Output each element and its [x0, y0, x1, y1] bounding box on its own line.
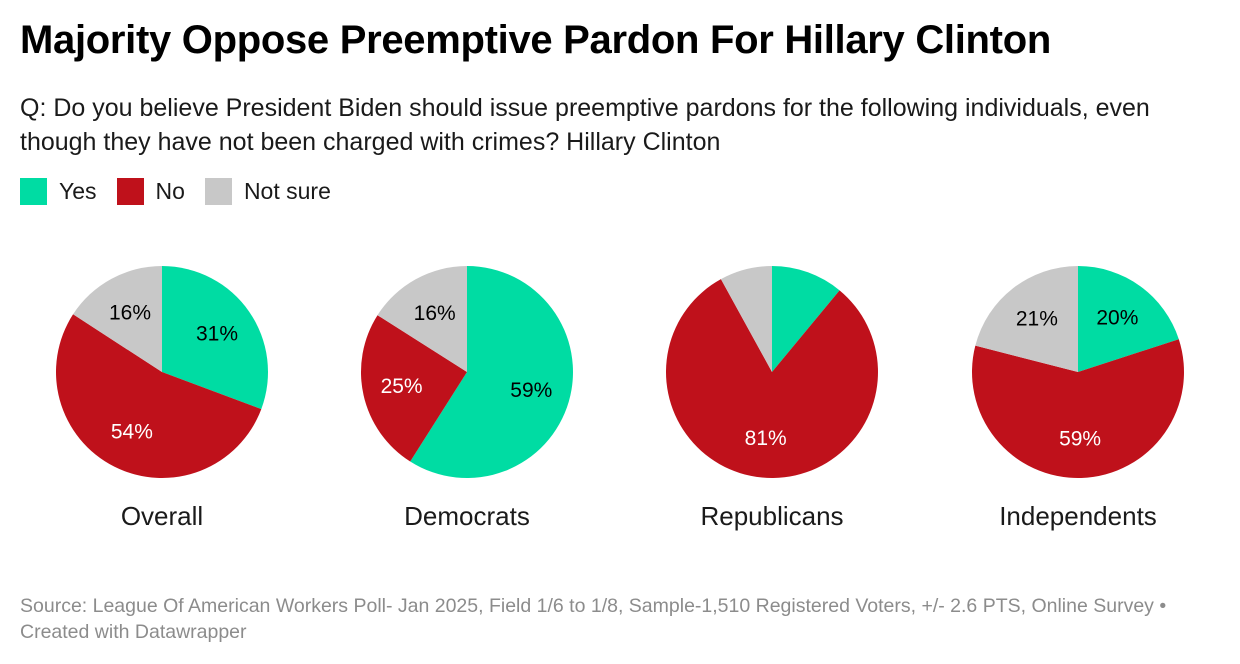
slice-label-independents-yes: 20%	[1096, 306, 1138, 329]
group-label-overall: Overall	[121, 501, 203, 531]
slice-independents-no	[971, 339, 1184, 479]
pie-republicans: 81% Republicans	[665, 266, 878, 531]
slice-republicans-not-sure	[720, 266, 772, 372]
slice-democrats-yes	[410, 266, 573, 478]
source-note: Source: League Of American Workers Poll-…	[20, 595, 1167, 643]
slice-label-overall-no: 54%	[111, 420, 153, 443]
legend-swatch-not-sure	[204, 178, 232, 205]
slice-label-independents-not-sure: 21%	[1016, 308, 1058, 331]
group-label-democrats: Democrats	[404, 501, 530, 531]
legend-swatch-yes	[20, 178, 47, 205]
pie-independents: 20% 59% 21% Independents	[971, 266, 1184, 531]
group-label-independents: Independents	[999, 501, 1157, 531]
pie-charts: 31% 54% 16% Overall 59% 25% 16% Democrats 81% Rep…	[56, 266, 1184, 531]
slice-independents-not-sure	[975, 266, 1078, 372]
slice-label-independents-no: 59%	[1059, 428, 1101, 451]
slice-republicans-yes	[772, 266, 840, 372]
chart-title: Majority Oppose Preemptive Pardon For Hi…	[20, 18, 1051, 62]
pie-democrats: 59% 25% 16% Democrats	[360, 266, 573, 531]
legend-label-not-sure: Not sure	[243, 178, 331, 204]
slice-democrats-not-sure	[377, 266, 467, 372]
group-label-republicans: Republicans	[700, 501, 843, 531]
slice-overall-not-sure	[73, 266, 162, 372]
legend-item-yes: Yes	[20, 178, 97, 205]
legend-item-no: No	[116, 178, 185, 205]
slice-label-republicans-no: 81%	[745, 427, 787, 450]
legend: Yes No Not sure	[20, 178, 351, 205]
slice-republicans-no	[665, 279, 878, 478]
legend-swatch-no	[116, 178, 144, 205]
slice-democrats-no	[360, 315, 467, 462]
chart-subtitle: Q: Do you believe President Biden should…	[20, 94, 1150, 156]
slice-label-democrats-not-sure: 16%	[414, 302, 456, 325]
slice-label-overall-not-sure: 16%	[109, 302, 151, 325]
slice-independents-yes	[1078, 266, 1179, 372]
slice-label-democrats-yes: 59%	[510, 379, 552, 402]
slice-label-democrats-no: 25%	[381, 375, 423, 398]
slice-overall-yes	[162, 266, 268, 410]
slice-overall-no	[56, 314, 262, 478]
legend-item-not-sure: Not sure	[204, 178, 331, 205]
pie-overall: 31% 54% 16% Overall	[56, 266, 268, 531]
legend-label-yes: Yes	[59, 178, 97, 204]
legend-label-no: No	[155, 178, 185, 204]
slice-label-overall-yes: 31%	[196, 322, 238, 345]
